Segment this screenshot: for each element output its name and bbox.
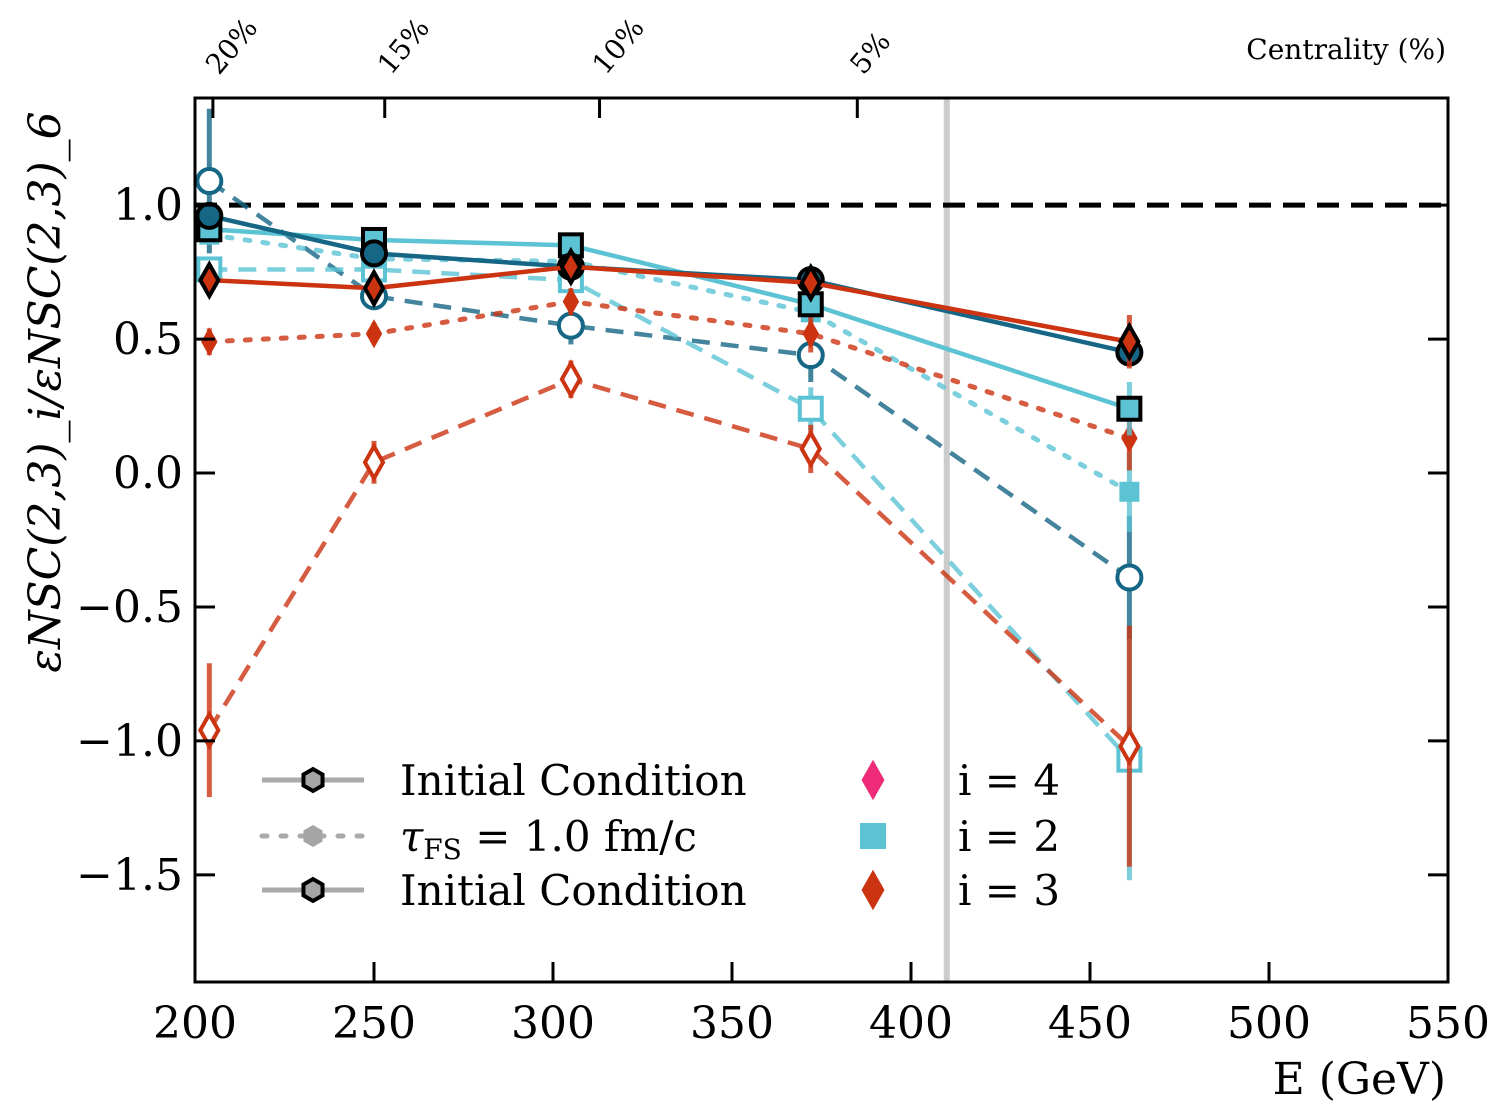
data-point [362, 442, 386, 483]
top-tick-label: 20% [199, 12, 264, 81]
y-tick-label: 0.5 [113, 314, 183, 365]
axis-labels: 200 250 300 350 400 450 500 550 −1.5 −1.0 −0.5 0.0 0… [76, 12, 1490, 1049]
x-axis-title: E (GeV) [1273, 1054, 1446, 1105]
legend-order-marker [860, 823, 886, 849]
plot-frame [193, 96, 1450, 984]
legend-order-label: i = 4 [958, 756, 1060, 805]
data-point [1118, 321, 1141, 362]
top-axis-title: Centrality (%) [1246, 33, 1446, 66]
top-tick-label: 5% [843, 25, 897, 80]
data-point [365, 319, 383, 349]
data-point [559, 359, 583, 400]
x-tick-label: 200 [153, 998, 237, 1049]
data-point [802, 319, 819, 349]
data-point [1116, 395, 1143, 422]
y-tick-label: −0.5 [76, 582, 183, 633]
data-point [799, 428, 823, 469]
top-tick-label: 15% [371, 12, 436, 81]
data-point [556, 311, 585, 340]
data-point [195, 201, 224, 230]
data-point [797, 395, 824, 422]
x-tick-label: 300 [511, 998, 595, 1049]
data-point [198, 710, 221, 751]
legend-style-marker [301, 766, 325, 794]
data-point [559, 246, 583, 287]
data-point [362, 268, 386, 309]
series-2 [196, 216, 1143, 436]
data-point [201, 327, 218, 357]
legend-style-label: τFS = 1.0 fm/c [400, 812, 697, 866]
y-tick-label: −1.0 [76, 716, 183, 767]
series-line [208, 179, 1131, 580]
data-point [198, 260, 221, 301]
legend-order-marker [861, 759, 885, 801]
y-axis-title: εNSC(2,3)_i/εNSC(2,3)_6 [20, 111, 71, 672]
chart-background-lines [195, 98, 1448, 982]
series-5 [198, 246, 1141, 369]
legend-order-marker [861, 869, 885, 911]
x-tick-label: 550 [1406, 998, 1490, 1049]
series-0 [195, 201, 1144, 367]
series-6 [201, 287, 1138, 471]
data-point [799, 262, 823, 303]
data-point [1119, 481, 1140, 502]
data-point [562, 287, 580, 317]
data-point [195, 167, 224, 196]
y-tick-label: 1.0 [113, 180, 183, 231]
series-line [209, 267, 1132, 762]
legend-order-label: i = 2 [958, 812, 1060, 861]
legend-style-marker [303, 825, 323, 847]
x-tick-label: 400 [869, 998, 953, 1049]
data-point [1121, 423, 1138, 453]
series-line [207, 376, 1131, 748]
legend-order-label: i = 3 [958, 866, 1060, 915]
top-tick-label: 10% [586, 12, 651, 81]
legend-style-label: Initial Condition [400, 866, 747, 915]
data-point [1115, 563, 1144, 592]
data-point [1118, 726, 1141, 767]
legend-style-marker [301, 876, 325, 904]
series-1 [195, 108, 1144, 640]
x-tick-label: 350 [690, 998, 774, 1049]
data-point [360, 239, 388, 268]
chart-series [195, 108, 1144, 881]
x-tick-label: 250 [332, 998, 416, 1049]
series-7 [198, 359, 1141, 867]
y-tick-label: −1.5 [76, 850, 183, 901]
axis-ticks [193, 98, 1450, 982]
y-tick-label: 0.0 [113, 448, 183, 499]
legend-style-label: Initial Condition [400, 756, 747, 805]
x-tick-label: 450 [1048, 998, 1132, 1049]
x-tick-label: 500 [1227, 998, 1311, 1049]
